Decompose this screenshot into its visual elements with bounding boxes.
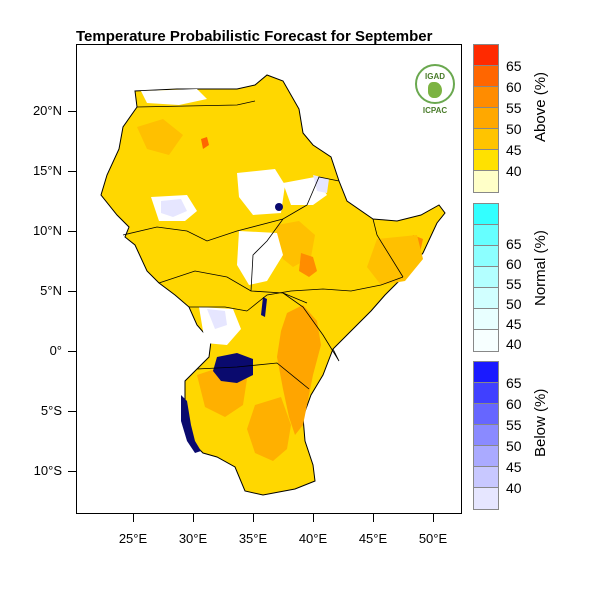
map-title: Temperature Probabilistic Forecast for S… [76,28,433,45]
lat-tick [68,351,76,352]
lake-victoria [213,353,253,383]
legend-normal-bar [473,203,499,352]
legend-below-swatch [474,488,498,509]
legend-normal-swatch [474,246,498,267]
lat-label-20n: 20°N [32,103,62,118]
lon-tick [433,514,434,522]
legend-above-swatch [474,45,498,66]
legend-below-swatch [474,362,498,383]
legend-above-swatch [474,66,498,87]
legend-normal-title: Normal (%) [532,230,549,306]
logo-bottom-text: ICPAC [422,106,448,115]
legend-above-tick: 65 [506,58,522,74]
lon-tick [193,514,194,522]
legend-above-tick: 50 [506,121,522,137]
legend-normal-swatch [474,330,498,351]
lat-label-5n: 5°N [40,283,62,298]
orange-patch-east-africa [277,305,321,435]
lat-label-5s: 5°S [40,403,62,418]
legend-below-tick: 65 [506,375,522,391]
lon-label-30e: 30°E [178,531,208,546]
lake-tanganyika [181,395,201,453]
legend-below-swatch [474,467,498,488]
legend-normal-tick: 45 [506,316,522,332]
legend-below-tick: 45 [506,459,522,475]
legend-below-tick: 55 [506,417,522,433]
legend-below-title: Below (%) [532,388,549,457]
legend-below-tick: 50 [506,438,522,454]
legend-normal-swatch [474,204,498,225]
igad-icpac-logo: IGAD ICPAC [413,64,457,122]
lon-label-50e: 50°E [418,531,448,546]
lat-label-15n: 15°N [32,163,62,178]
legend-above-tick: 60 [506,79,522,95]
legend-above-tick: 45 [506,142,522,158]
lat-label-10s: 10°S [33,463,62,478]
orange-patch-sudan-north [137,119,183,155]
legend-below-bar [473,361,499,510]
legend-above-bar [473,44,499,193]
legend-above-swatch [474,129,498,150]
orange-patch-dark-sudan [201,137,209,149]
legend-normal-tick: 40 [506,336,522,352]
orange-patch-somalia-coast [367,235,423,285]
lat-tick [68,291,76,292]
lon-tick [373,514,374,522]
legend-normal-tick: 60 [506,256,522,272]
legend-normal-swatch [474,288,498,309]
legend-normal-swatch [474,225,498,246]
white-patch-south-sudan [237,231,283,285]
country-borders [122,100,404,390]
legend-below-tick: 40 [506,480,522,496]
lon-tick [253,514,254,522]
legend-above-title: Above (%) [532,71,549,142]
legend-above-tick: 55 [506,100,522,116]
africa-map-icon [428,82,442,98]
legend-normal-swatch [474,267,498,288]
legend-normal-swatch [474,309,498,330]
logo-emblem-icon: IGAD [415,64,455,104]
map-frame [76,44,462,514]
lat-label-10n: 10°N [32,223,62,238]
lightblue-patch-eritrea [313,175,329,193]
lon-tick [313,514,314,522]
lake-albert [261,297,267,317]
lake-tana [275,203,283,211]
legend-below-swatch [474,425,498,446]
lat-tick [68,111,76,112]
orange-patch-central-ethiopia [299,253,317,277]
legend-below-swatch [474,404,498,425]
legend-above-swatch [474,171,498,192]
white-patch-sudan-south [237,169,285,215]
lat-tick [68,471,76,472]
legend-above-swatch [474,108,498,129]
legend-below-tick: 60 [506,396,522,412]
lon-label-25e: 25°E [118,531,148,546]
white-patch-north-sudan [141,89,207,105]
legend-above-tick: 40 [506,163,522,179]
lightblue-patch-sudan [161,199,187,217]
lon-label-35e: 35°E [238,531,268,546]
legend-normal-tick: 50 [506,296,522,312]
forecast-map [100,74,446,496]
orange-patch-tanzania [247,397,291,461]
legend-above-swatch [474,150,498,171]
lat-label-0: 0° [49,343,62,358]
logo-top-text: IGAD [425,72,445,81]
legend-normal-tick: 65 [506,236,522,252]
legend-below-swatch [474,446,498,467]
lon-tick [133,514,134,522]
lon-label-45e: 45°E [358,531,388,546]
lightblue-patch-uganda [207,309,227,329]
lon-label-40e: 40°E [298,531,328,546]
lat-tick [68,411,76,412]
legend-below-swatch [474,383,498,404]
region-shape [100,74,446,496]
lat-tick [68,231,76,232]
lat-tick [68,171,76,172]
legend-above-swatch [474,87,498,108]
legend-normal-tick: 55 [506,276,522,292]
